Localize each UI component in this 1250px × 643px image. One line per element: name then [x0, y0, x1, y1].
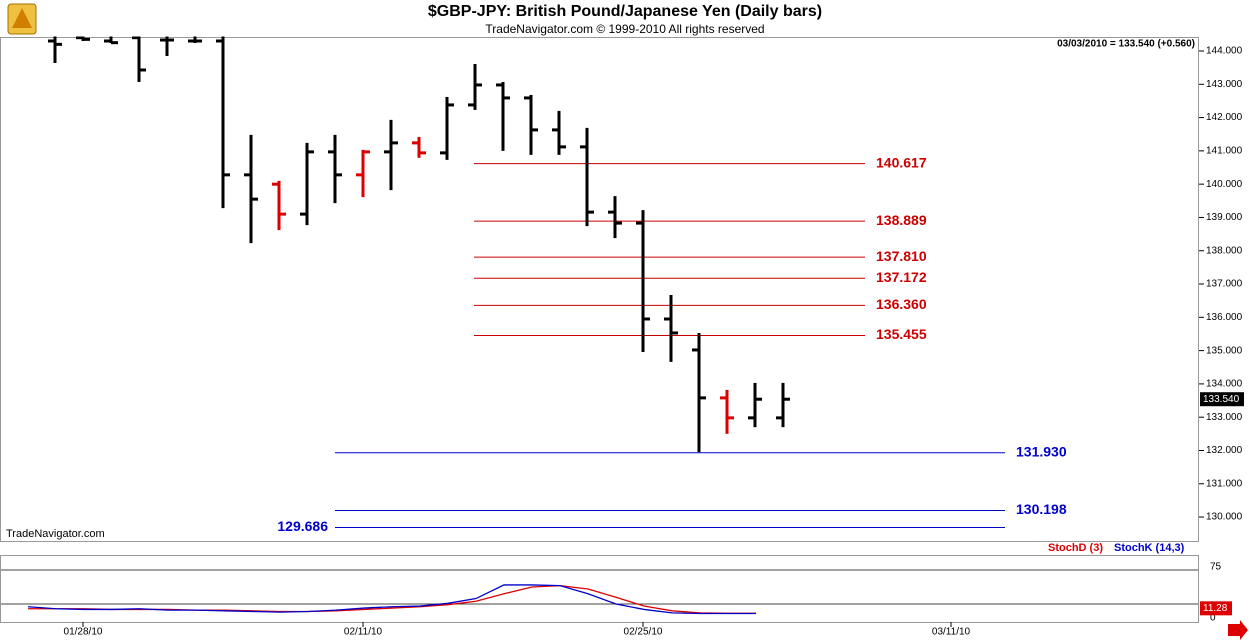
stoch-tick-label: 75	[1210, 562, 1222, 573]
last-price-box	[1200, 392, 1244, 407]
x-tick-label: 02/25/10	[624, 627, 663, 638]
stoch-line	[27, 584, 756, 615]
logo	[7, 3, 37, 35]
chart-subtitle: TradeNavigator.com © 1999-2010 All right…	[485, 22, 764, 36]
x-tick-label: 02/11/10	[344, 627, 383, 638]
level-label: 136.360	[876, 296, 927, 312]
level-label: 138.889	[876, 212, 927, 228]
y-tick-label: 135.000	[1206, 345, 1243, 356]
chart-title: $GBP-JPY: British Pound/Japanese Yen (Da…	[428, 3, 822, 20]
stoch-panel	[0, 555, 1199, 623]
y-tick-label: 140.000	[1206, 179, 1243, 190]
y-tick-label: 136.000	[1206, 312, 1243, 323]
level-label: 129.686	[277, 518, 328, 534]
info: 03/03/2010 = 133.540 (+0.560)	[1057, 39, 1195, 50]
level-label: 131.930	[1016, 444, 1067, 460]
y-tick-label: 141.000	[1206, 146, 1243, 157]
stoch-last-label: 11.28	[1203, 603, 1228, 614]
x-tick-label: 03/11/10	[932, 627, 971, 638]
legend-entry: StochD (3)	[1048, 542, 1103, 554]
legend-entry: StochK (14,3)	[1114, 542, 1185, 554]
y-tick-label: 138.000	[1206, 245, 1243, 256]
y-tick-label: 139.000	[1206, 212, 1243, 223]
header-mask	[40, 0, 1200, 37]
y-tick-label: 130.000	[1206, 512, 1243, 523]
y-tick-label: 143.000	[1206, 79, 1243, 90]
price-panel	[0, 37, 1199, 542]
last-price-label: 133.540	[1203, 394, 1240, 405]
y-tick-label: 132.000	[1206, 445, 1243, 456]
y-tick-label: 134.000	[1206, 379, 1243, 390]
level-label: 137.810	[876, 248, 927, 264]
y-tick-label: 131.000	[1206, 478, 1243, 489]
stoch-tick-label: 0	[1210, 613, 1216, 624]
level-label: 135.455	[876, 326, 927, 342]
y-tick-label: 133.000	[1206, 412, 1243, 423]
level-label: 140.617	[876, 154, 927, 170]
y-tick-label: 142.000	[1206, 112, 1243, 123]
level-label: 130.198	[1016, 501, 1067, 517]
watermark: TradeNavigator.com	[6, 528, 105, 540]
x-tick-label: 01/28/10	[64, 627, 103, 638]
level-label: 137.172	[876, 269, 927, 285]
scroll-arrow[interactable]	[1228, 620, 1248, 640]
y-tick-label: 137.000	[1206, 279, 1243, 290]
stoch-last-box	[1200, 601, 1232, 616]
y-tick-label: 144.000	[1206, 46, 1243, 57]
